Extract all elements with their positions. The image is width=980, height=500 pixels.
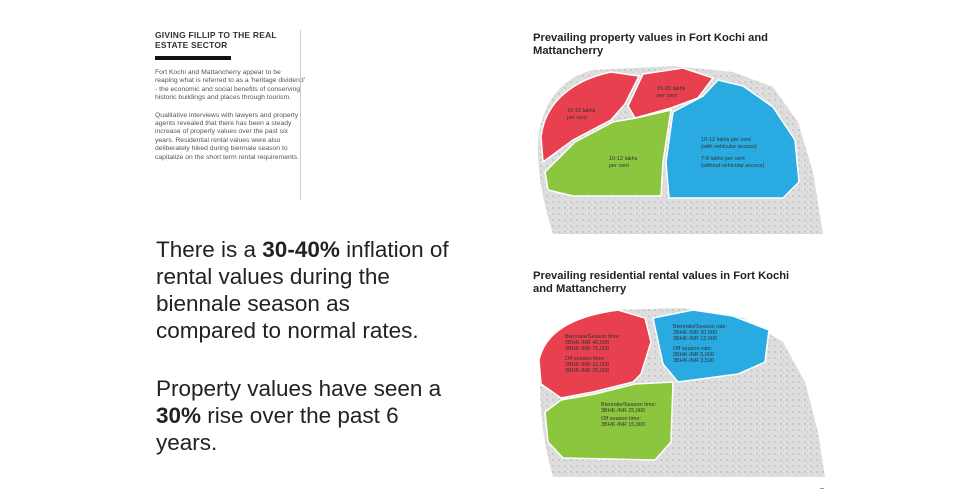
map-1-title: Prevailing property values in Fort Kochi… xyxy=(533,32,768,57)
m2-blue-l2: 2BHK-INR 20,000 xyxy=(673,330,717,336)
statement-2-post: rise over the past 6 years. xyxy=(156,403,399,455)
map-2-title: Prevailing residential rental values in … xyxy=(533,270,790,295)
m2-blue-l3: 3BHK-INR 12,000 xyxy=(673,336,717,342)
m2-blue-l4: Off season rate: xyxy=(673,346,713,352)
map-2-zone-red xyxy=(538,309,652,399)
m1-blue-l3: 7-8 lakhs per cent xyxy=(701,156,745,162)
map-1-zone-red-left xyxy=(540,71,641,164)
m2-red-l6: 3BHK-INR 25,000 xyxy=(565,368,609,374)
m1-green-l2: per cent xyxy=(609,163,629,169)
title-underline xyxy=(155,56,231,60)
m1-blue-l2: (with vehicular access) xyxy=(701,144,757,150)
section-title: GIVING FILLIP TO THE REAL ESTATE SECTOR xyxy=(155,30,277,50)
statement-1-pre: There is a xyxy=(156,237,263,262)
rental-values-map: Biennale/Season time: 2BHK-INR 40,000 3B… xyxy=(533,302,829,477)
m1-red-right-l1: 15-20 lakhs xyxy=(657,86,686,92)
sidebar-text-block: GIVING FILLIP TO THE REAL ESTATE SECTOR … xyxy=(155,30,305,162)
m2-red-l3: 3BHK-INR 75,000 xyxy=(565,346,609,352)
m2-green-l1: Biennale/Season time: xyxy=(601,402,657,408)
map-2-zone-green xyxy=(544,381,674,461)
m2-blue-l5: 2BHK-INR 5,000 xyxy=(673,352,714,358)
sidebar-paragraph-1: Fort Kochi and Mattancherry appear to be… xyxy=(155,69,305,102)
m2-blue-l1: Biennale/Season rate: xyxy=(673,324,728,330)
property-values-map: 10-15 lakhs per cent 15-20 lakhs per cen… xyxy=(533,62,829,234)
m1-green-l1: 10-12 lakhs xyxy=(609,156,638,162)
m1-blue-l1: 10-12 lakhs per cent xyxy=(701,137,751,143)
page-mark xyxy=(820,488,824,489)
m1-red-left-l2: per cent xyxy=(567,115,587,121)
statement-2-pre: Property values have seen a xyxy=(156,376,442,401)
m1-red-left-l1: 10-15 lakhs xyxy=(567,108,596,114)
statement-1-post: inflation of rental values during the bi… xyxy=(156,237,449,343)
m2-red-l2: 2BHK-INR 40,000 xyxy=(565,340,609,346)
m1-red-right-l2: per cent xyxy=(657,93,677,99)
map-1-zone-red-right xyxy=(627,67,715,119)
statement-property-rise: Property values have seen a 30% rise ove… xyxy=(156,375,456,456)
vertical-divider xyxy=(300,30,301,200)
m2-red-l5: 2BHK-INR 10,000 xyxy=(565,362,609,368)
map-1-zone-blue xyxy=(665,79,800,199)
m2-green-l2: 3BHK-INR 25,000 xyxy=(601,408,645,414)
map-2-zone-blue xyxy=(652,309,770,383)
statement-1-highlight: 30-40% xyxy=(262,237,340,262)
sidebar-paragraph-2: Qualitative interviews with lawyers and … xyxy=(155,111,299,161)
m2-red-l4: Off season time: xyxy=(565,356,605,362)
map-1-zone-green xyxy=(544,109,672,197)
statement-2-highlight: 30% xyxy=(156,403,202,428)
statement-rental-inflation: There is a 30-40% inflation of rental va… xyxy=(156,236,456,344)
m2-blue-l6: 3BHK-INR 3,500 xyxy=(673,358,714,364)
m2-green-l3: Off season time: xyxy=(601,416,641,422)
m2-red-l1: Biennale/Season time: xyxy=(565,334,621,340)
m1-blue-l4: (without vehicular access) xyxy=(701,163,764,169)
m2-green-l4: 3BHK-INR 15,000 xyxy=(601,422,645,428)
